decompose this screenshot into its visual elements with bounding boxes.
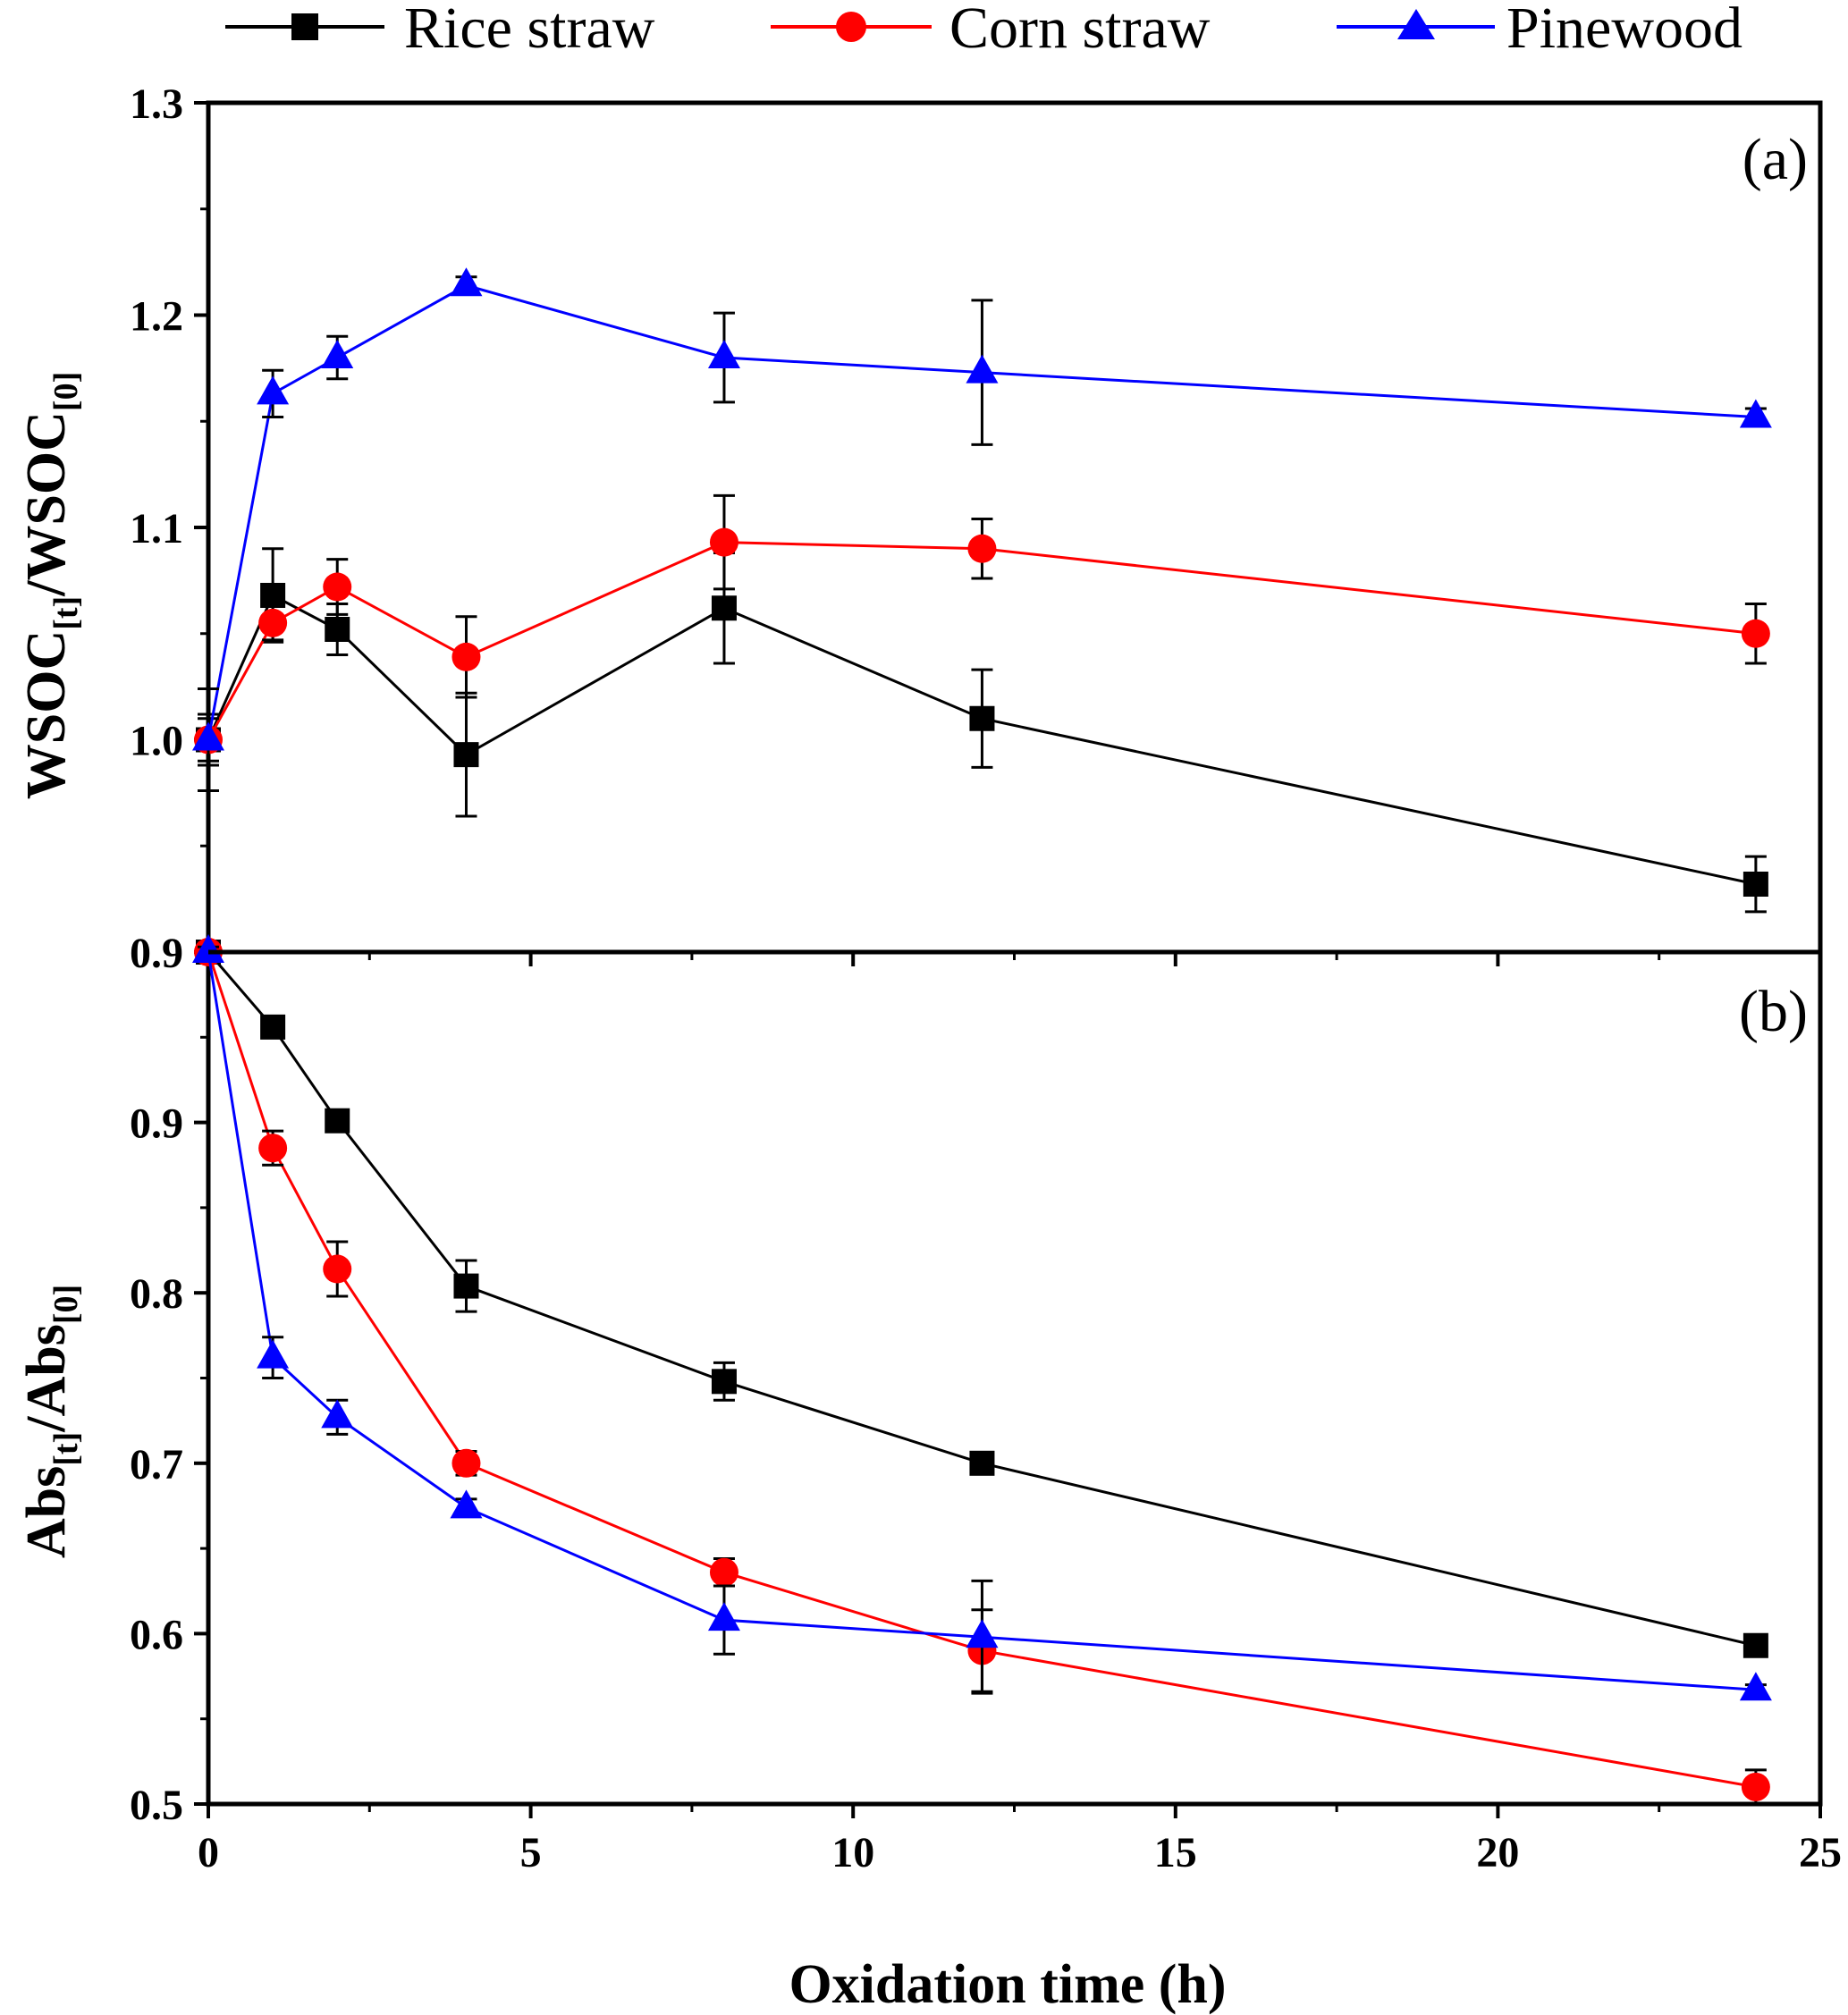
y-tick-label: 0.8 xyxy=(130,1270,183,1318)
y-tick-label: 0.7 xyxy=(130,1441,183,1488)
data-point-corn-straw xyxy=(258,608,288,637)
x-tick-label: 0 xyxy=(198,1829,219,1876)
data-point-pinewood xyxy=(707,1602,740,1631)
data-point-pinewood xyxy=(450,1489,483,1519)
y-tick-label: 1.1 xyxy=(130,505,183,552)
y-axis-title-b-sub1: [t] xyxy=(47,1432,85,1466)
y-axis-title-b-part1: Abs xyxy=(16,1466,77,1558)
y-tick-label: 1.0 xyxy=(130,718,183,765)
data-point-corn-straw xyxy=(1741,1772,1770,1801)
y-tick-label: 1.3 xyxy=(130,80,183,128)
legend-marker-square-icon xyxy=(291,13,318,40)
x-tick-label: 25 xyxy=(1799,1829,1842,1876)
panel-b-label: (b) xyxy=(1739,979,1808,1044)
y-tick-label: 1.2 xyxy=(130,293,183,341)
y-axis-title-a: WSOC[t]/WSOC[0] xyxy=(16,372,85,799)
y-axis-title-b-sub2: [0] xyxy=(47,1285,85,1324)
x-axis-title: Oxidation time (h) xyxy=(789,1954,1226,2015)
data-point-rice-straw xyxy=(969,705,995,731)
data-point-corn-straw xyxy=(709,1557,738,1587)
data-point-rice-straw xyxy=(711,1369,737,1395)
data-point-corn-straw xyxy=(323,572,352,602)
series-line-pinewood xyxy=(207,951,1756,1691)
data-point-pinewood xyxy=(1739,399,1772,428)
legend-item-rice-straw: Rice straw xyxy=(225,0,655,61)
panel-a-label: (a) xyxy=(1743,127,1808,192)
legend-item-corn-straw: Corn straw xyxy=(771,0,1211,61)
data-point-corn-straw xyxy=(258,1134,288,1163)
data-point-rice-straw xyxy=(325,617,350,642)
legend-marker-triangle-icon xyxy=(1397,9,1435,39)
data-point-rice-straw xyxy=(1743,1632,1768,1658)
y-axis-title-a-sub2: [0] xyxy=(47,372,85,411)
data-point-rice-straw xyxy=(325,1108,350,1134)
legend-label-pinewood: Pinewood xyxy=(1506,0,1743,61)
y-axis-title-a-part1: WSOC xyxy=(16,630,77,799)
y-tick-label: 0.6 xyxy=(130,1611,183,1658)
legend-item-pinewood: Pinewood xyxy=(1337,0,1743,61)
data-point-pinewood xyxy=(257,1339,290,1369)
y-axis-title-b-part2: /Abs xyxy=(16,1324,77,1433)
data-point-corn-straw xyxy=(1741,619,1770,648)
data-point-pinewood xyxy=(192,934,224,963)
plot-layer: 0.9 1.0 1.1 1.2 1.3 0.5 0.6 0.7 0.8 0.9 0 5 10 15 20 25 xyxy=(130,80,1842,1876)
panel-1-frame xyxy=(206,949,1823,1807)
data-point-rice-straw xyxy=(260,583,286,608)
data-point-rice-straw xyxy=(260,1014,286,1040)
data-point-pinewood xyxy=(192,721,224,751)
data-point-corn-straw xyxy=(709,527,738,557)
legend-marker-circle-icon xyxy=(836,12,866,42)
data-point-pinewood xyxy=(707,340,740,368)
y-tick-label: 0.5 xyxy=(130,1782,183,1829)
data-point-pinewood xyxy=(1739,1672,1772,1701)
data-point-corn-straw xyxy=(451,1448,481,1478)
y-axis-title-a-sub1: [t] xyxy=(47,596,85,630)
legend-label-rice-straw: Rice straw xyxy=(404,0,655,61)
y-axis-title-a-part2: /WSOC xyxy=(16,411,77,597)
series-line-rice-straw xyxy=(207,951,1757,1648)
data-point-corn-straw xyxy=(323,1254,352,1284)
legend-label-corn-straw: Corn straw xyxy=(949,0,1211,61)
y-axis-title-b: Abs[t]/Abs[0] xyxy=(16,1285,85,1558)
data-point-pinewood xyxy=(966,354,999,384)
panel-0-frame xyxy=(206,100,1823,955)
data-point-rice-straw xyxy=(711,595,737,621)
data-point-pinewood xyxy=(257,375,290,405)
legend: Rice straw Corn straw Pinewood xyxy=(225,0,1743,61)
x-tick-label: 15 xyxy=(1154,1829,1197,1876)
data-point-pinewood xyxy=(321,1399,354,1429)
y-tick-label: 0.9 xyxy=(130,930,183,977)
data-point-corn-straw xyxy=(967,534,997,563)
x-tick-label: 10 xyxy=(831,1829,874,1876)
data-point-rice-straw xyxy=(453,1273,479,1299)
data-point-pinewood xyxy=(321,340,354,368)
data-point-rice-straw xyxy=(969,1450,995,1476)
x-tick-label: 5 xyxy=(520,1829,542,1876)
data-point-corn-straw xyxy=(451,642,481,671)
data-point-rice-straw xyxy=(1743,872,1768,897)
data-point-rice-straw xyxy=(453,742,479,768)
y-tick-label: 0.9 xyxy=(130,1100,183,1148)
x-tick-label: 20 xyxy=(1476,1829,1519,1876)
data-point-pinewood xyxy=(966,1619,999,1648)
data-point-pinewood xyxy=(450,267,483,297)
